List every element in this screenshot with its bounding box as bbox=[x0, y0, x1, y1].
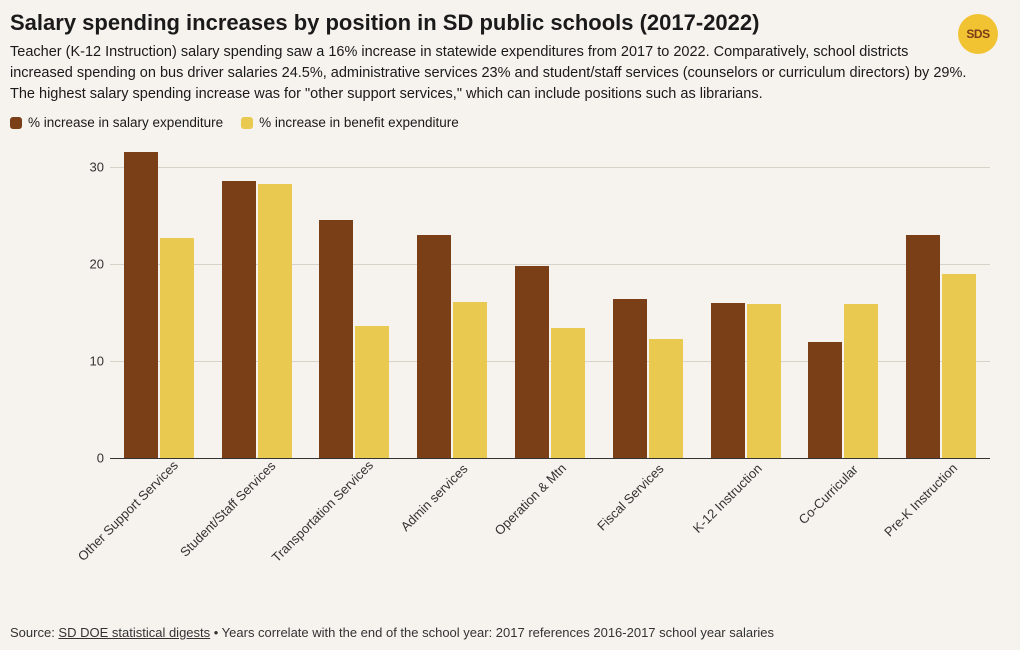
source-link[interactable]: SD DOE statistical digests bbox=[58, 625, 210, 640]
description: Teacher (K-12 Instruction) salary spendi… bbox=[10, 42, 970, 105]
legend-item-benefit: % increase in benefit expenditure bbox=[241, 115, 459, 130]
footer-prefix: Source: bbox=[10, 625, 58, 640]
bar-group: Operation & Mtn bbox=[501, 138, 599, 458]
footer-suffix: • Years correlate with the end of the sc… bbox=[210, 625, 774, 640]
x-tick-label: Admin services bbox=[398, 461, 471, 534]
y-tick-label: 30 bbox=[70, 160, 104, 175]
x-tick-label: Transportation Services bbox=[269, 458, 376, 565]
chart-plot: 0102030Other Support ServicesStudent/Sta… bbox=[110, 138, 990, 458]
bar-benefit bbox=[258, 184, 292, 458]
y-tick-label: 0 bbox=[70, 451, 104, 466]
bar-group: Pre-K Instruction bbox=[892, 138, 990, 458]
bar-salary bbox=[222, 181, 256, 458]
bar-benefit bbox=[649, 339, 683, 458]
x-tick-label: Pre-K Instruction bbox=[881, 460, 960, 539]
brand-logo: SDS bbox=[958, 14, 998, 54]
x-tick-label: Student/Staff Services bbox=[177, 458, 278, 559]
y-tick-label: 20 bbox=[70, 257, 104, 272]
bar-salary bbox=[319, 220, 353, 458]
bar-group: Co-Curricular bbox=[794, 138, 892, 458]
x-tick-label: K-12 Instruction bbox=[689, 461, 764, 536]
legend-label-benefit: % increase in benefit expenditure bbox=[259, 115, 459, 130]
bar-benefit bbox=[453, 302, 487, 458]
bar-group: K-12 Instruction bbox=[697, 138, 795, 458]
legend: % increase in salary expenditure % incre… bbox=[10, 115, 1010, 130]
bar-salary bbox=[613, 299, 647, 458]
bar-benefit bbox=[747, 304, 781, 458]
logo-text: SDS bbox=[966, 27, 989, 41]
chart-area: 0102030Other Support ServicesStudent/Sta… bbox=[10, 138, 1010, 578]
x-tick-label: Fiscal Services bbox=[594, 461, 666, 533]
baseline bbox=[110, 458, 990, 459]
bar-benefit bbox=[942, 274, 976, 458]
bar-salary bbox=[515, 266, 549, 458]
bar-benefit bbox=[160, 238, 194, 458]
bar-salary bbox=[124, 152, 158, 458]
page-title: Salary spending increases by position in… bbox=[10, 10, 1010, 36]
bar-group: Transportation Services bbox=[306, 138, 404, 458]
legend-swatch-benefit bbox=[241, 117, 253, 129]
legend-label-salary: % increase in salary expenditure bbox=[28, 115, 223, 130]
bar-benefit bbox=[844, 304, 878, 458]
legend-item-salary: % increase in salary expenditure bbox=[10, 115, 223, 130]
legend-swatch-salary bbox=[10, 117, 22, 129]
bar-group: Other Support Services bbox=[110, 138, 208, 458]
bar-group: Fiscal Services bbox=[599, 138, 697, 458]
bar-group: Admin services bbox=[403, 138, 501, 458]
y-tick-label: 10 bbox=[70, 354, 104, 369]
source-footer: Source: SD DOE statistical digests • Yea… bbox=[10, 625, 774, 640]
page-container: SDS Salary spending increases by positio… bbox=[0, 0, 1020, 650]
bar-salary bbox=[417, 235, 451, 458]
bar-salary bbox=[711, 303, 745, 458]
x-tick-label: Co-Curricular bbox=[796, 462, 861, 527]
bar-salary bbox=[808, 342, 842, 458]
x-tick-label: Other Support Services bbox=[75, 458, 181, 564]
bar-group: Student/Staff Services bbox=[208, 138, 306, 458]
x-tick-label: Operation & Mtn bbox=[492, 461, 570, 539]
bar-benefit bbox=[551, 328, 585, 458]
bar-salary bbox=[906, 235, 940, 458]
bars-container: Other Support ServicesStudent/Staff Serv… bbox=[110, 138, 990, 458]
bar-benefit bbox=[355, 326, 389, 458]
